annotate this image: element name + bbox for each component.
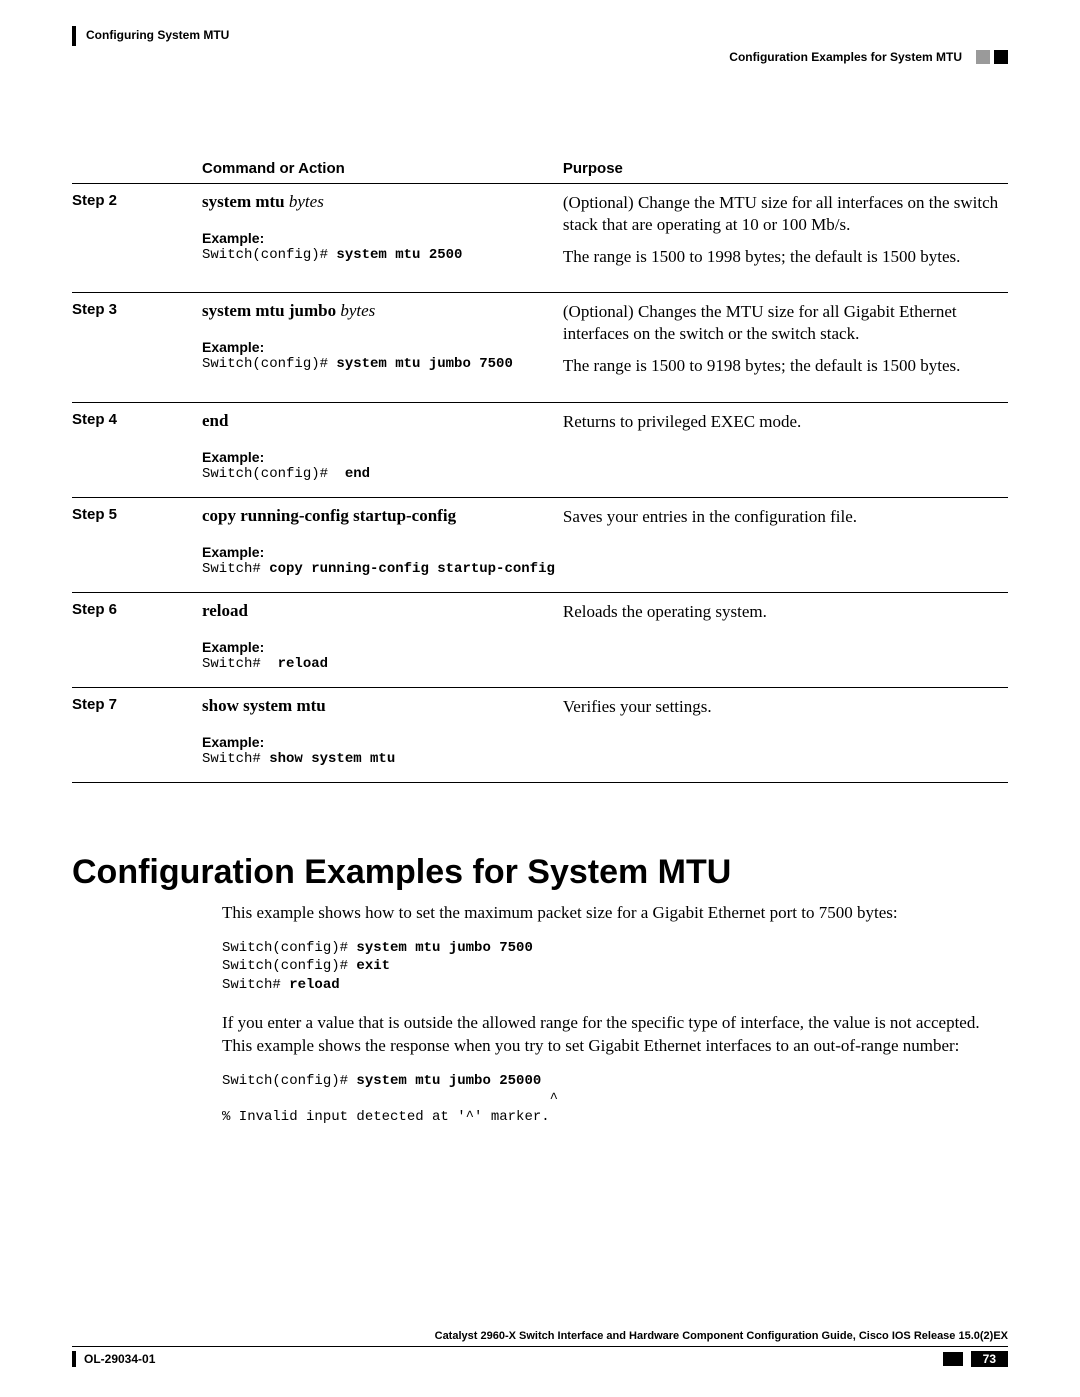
header-square-black-icon [994,50,1008,64]
table-row: Step 2system mtu bytes Example:Switch(con… [72,184,1008,293]
prompt: Switch# [202,751,269,767]
command-cell: system mtu bytes Example:Switch(config)# … [202,184,563,293]
example-code: Switch(config)# system mtu 2500 [202,246,555,264]
purpose-cell: Reloads the operating system. [563,592,1008,687]
table-row: Step 4endExample:Switch(config)# endRetu… [72,402,1008,497]
prompt: Switch(config)# [202,466,345,482]
command-cell: reloadExample:Switch# reload [202,592,563,687]
footer-doc-id: OL-29034-01 [84,1352,155,1366]
procedure-table: Command or Action Purpose Step 2system m… [72,154,1008,783]
command-name: system mtu jumbo [202,301,336,320]
purpose-text: (Optional) Changes the MTU size for all … [563,301,1000,345]
section-heading: Configuration Examples for System MTU [72,853,1008,892]
table-row: Step 7show system mtuExample:Switch# sho… [72,688,1008,783]
table-row: Step 5copy running-config startup-config… [72,497,1008,592]
table-row: Step 3system mtu jumbo bytes Example:Swit… [72,293,1008,402]
command-name: system mtu [202,192,285,211]
command-arg: bytes [285,192,324,211]
paragraph: This example shows how to set the maximu… [222,902,1008,925]
header-square-grey-icon [976,50,990,64]
step-label: Step 7 [72,688,202,783]
typed-command: reload [278,656,328,672]
command-name: end [202,411,228,430]
purpose-text: The range is 1500 to 9198 bytes; the def… [563,355,1000,377]
command-cell: system mtu jumbo bytes Example:Switch(con… [202,293,563,402]
purpose-cell: (Optional) Changes the MTU size for all … [563,293,1008,402]
step-label: Step 6 [72,592,202,687]
typed-command: system mtu 2500 [336,247,462,263]
step-label: Step 2 [72,184,202,293]
purpose-text: Saves your entries in the configuration … [563,506,1000,528]
example-label: Example: [202,449,555,465]
table-row: Step 6reloadExample:Switch# reloadReload… [72,592,1008,687]
code-example-2: Switch(config)# system mtu jumbo 25000 ^… [222,1072,1008,1127]
command-cell: copy running-config startup-configExampl… [202,497,563,592]
section-title-right: Configuration Examples for System MTU [729,50,962,64]
footer-bar-icon [72,1351,76,1367]
step-label: Step 4 [72,402,202,497]
typed-command: copy running-config startup-config [269,561,555,577]
page-number: 73 [971,1351,1008,1367]
typed-command: show system mtu [269,751,395,767]
example-label: Example: [202,639,555,655]
command-cell: endExample:Switch(config)# end [202,402,563,497]
purpose-text: Returns to privileged EXEC mode. [563,411,1000,433]
typed-command: system mtu jumbo 7500 [336,356,512,372]
step-label: Step 5 [72,497,202,592]
typed-command: end [345,466,370,482]
command-name: reload [202,601,248,620]
command-name: show system mtu [202,696,326,715]
chapter-title: Configuring System MTU [86,28,229,42]
th-purpose: Purpose [563,154,1008,184]
example-code: Switch(config)# end [202,465,555,483]
page-footer: Catalyst 2960-X Switch Interface and Har… [72,1330,1008,1367]
purpose-cell: Returns to privileged EXEC mode. [563,402,1008,497]
purpose-cell: Verifies your settings. [563,688,1008,783]
example-label: Example: [202,734,555,750]
th-step [72,154,202,184]
command-arg: bytes [336,301,375,320]
purpose-text: Reloads the operating system. [563,601,1000,623]
purpose-cell: Saves your entries in the configuration … [563,497,1008,592]
example-code: Switch(config)# system mtu jumbo 7500 [202,355,555,373]
example-label: Example: [202,230,555,246]
prompt: Switch# [202,561,269,577]
example-code: Switch# show system mtu [202,750,555,768]
running-subheader: Configuration Examples for System MTU [72,50,1008,64]
paragraph: If you enter a value that is outside the… [222,1012,1008,1058]
header-bar-icon [72,26,76,46]
command-name: copy running-config startup-config [202,506,456,525]
prompt: Switch(config)# [202,247,336,263]
example-label: Example: [202,544,555,560]
footer-guide-title: Catalyst 2960-X Switch Interface and Har… [72,1330,1008,1347]
footer-block-icon [943,1352,963,1366]
example-code: Switch# copy running-config startup-conf… [202,560,555,578]
th-command: Command or Action [202,154,563,184]
purpose-text: The range is 1500 to 1998 bytes; the def… [563,246,1000,268]
purpose-text: Verifies your settings. [563,696,1000,718]
code-example-1: Switch(config)# system mtu jumbo 7500 Sw… [222,939,1008,994]
command-cell: show system mtuExample:Switch# show syst… [202,688,563,783]
prompt: Switch(config)# [202,356,336,372]
prompt: Switch# [202,656,278,672]
step-label: Step 3 [72,293,202,402]
purpose-text: (Optional) Change the MTU size for all i… [563,192,1000,236]
running-header: Configuring System MTU [72,28,1008,46]
example-label: Example: [202,339,555,355]
purpose-cell: (Optional) Change the MTU size for all i… [563,184,1008,293]
example-code: Switch# reload [202,655,555,673]
